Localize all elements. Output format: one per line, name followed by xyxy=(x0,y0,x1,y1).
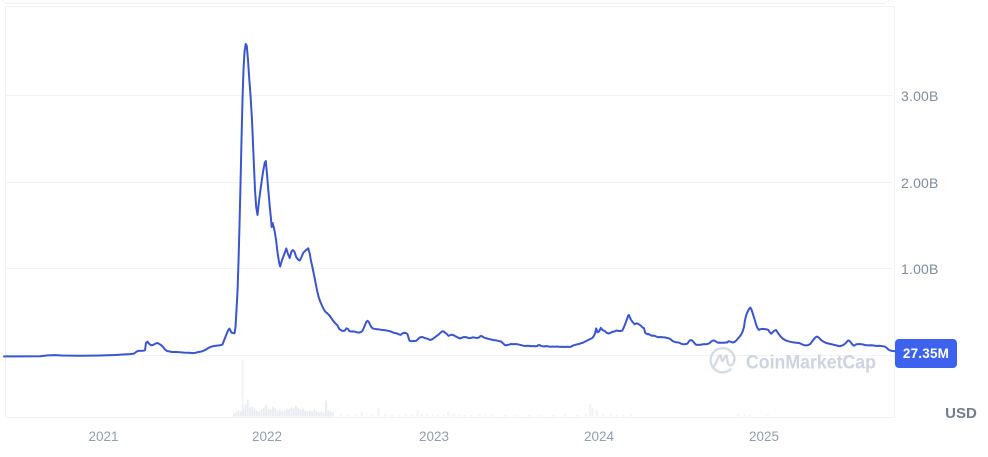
svg-text:CoinMarketCap: CoinMarketCap xyxy=(746,353,876,374)
